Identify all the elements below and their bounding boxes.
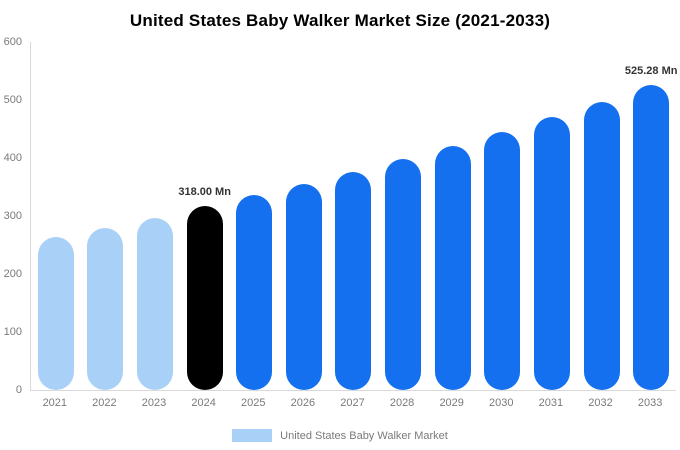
legend-label: United States Baby Walker Market	[280, 429, 448, 442]
bar-slot	[626, 85, 676, 390]
x-tick-label: 2026	[290, 397, 316, 409]
x-tick-label: 2033	[637, 397, 663, 409]
x-tick-label: 2022	[92, 397, 117, 409]
bar-2022	[87, 228, 124, 390]
y-tick-label: 400	[3, 152, 22, 164]
y-axis: 0 100 200 300 400 500 600	[0, 36, 24, 396]
data-label-2033: 525.28 Mn	[624, 65, 678, 78]
bar-slot	[229, 195, 279, 390]
x-tick-label: 2024	[191, 397, 216, 409]
bar-slot	[130, 217, 180, 390]
bar-2028	[385, 159, 422, 390]
bar-slot	[329, 171, 379, 390]
y-tick-label: 300	[3, 210, 22, 222]
bar-slot	[527, 117, 577, 390]
bar-slot	[428, 146, 478, 390]
bar-slot	[577, 101, 627, 390]
x-tick-label: 2023	[141, 397, 167, 409]
data-label-2024: 318.00 Mn	[178, 185, 231, 198]
bar-series	[31, 42, 676, 390]
bar-2029	[434, 146, 471, 390]
bar-2024	[186, 205, 223, 390]
y-tick-label: 500	[3, 94, 22, 106]
x-tick-label: 2029	[439, 397, 464, 409]
x-tick-label: 2025	[241, 397, 266, 409]
bar-slot	[378, 159, 428, 390]
x-tick-label: 2031	[538, 397, 564, 409]
bar-slot	[180, 205, 230, 390]
plot-area: 318.00 Mn 525.28 Mn	[30, 42, 678, 391]
y-tick-label: 0	[15, 384, 22, 396]
x-tick-label: 2021	[42, 397, 68, 409]
legend-swatch	[232, 429, 273, 442]
x-axis: 2021 2022 2023 2024 2025 2026 2027 2028 2029 2030…	[30, 397, 675, 409]
bar-2027	[335, 171, 372, 390]
y-tick-label: 100	[3, 326, 22, 338]
bar-2030	[484, 131, 521, 390]
bar-2031	[533, 117, 570, 390]
bar-2033	[633, 85, 670, 390]
bar-slot	[81, 228, 131, 390]
y-tick-label: 200	[3, 268, 22, 280]
chart-title: United States Baby Walker Market Size (2…	[129, 11, 551, 30]
bar-slot	[31, 237, 81, 390]
x-tick-label: 2028	[389, 397, 415, 409]
y-tick-label: 600	[3, 36, 22, 48]
x-tick-label: 2030	[489, 397, 514, 409]
legend: United States Baby Walker Market	[0, 429, 680, 442]
bar-2021	[37, 237, 74, 390]
bar-2032	[583, 101, 620, 390]
bar-slot	[279, 183, 329, 390]
x-tick-label: 2032	[588, 397, 613, 409]
bar-2023	[137, 217, 174, 390]
bar-slot	[477, 131, 527, 390]
x-tick-label: 2027	[340, 397, 365, 409]
bar-2026	[285, 183, 322, 390]
bar-2025	[236, 195, 273, 390]
